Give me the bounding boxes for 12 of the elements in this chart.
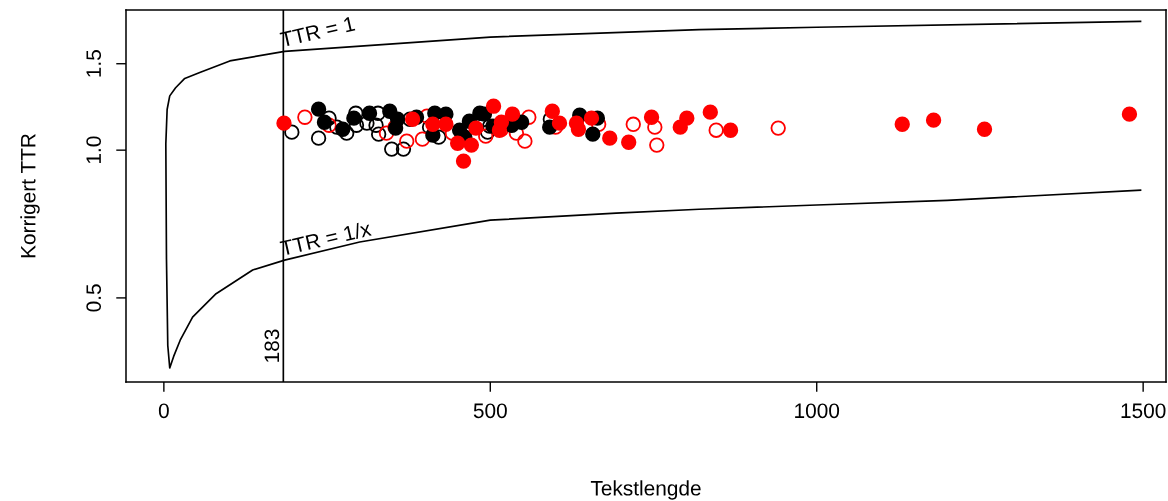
ref-line-label: 183 bbox=[264, 329, 280, 362]
x-tick-label: 1000 bbox=[795, 403, 840, 419]
x-tick-label: 1500 bbox=[1121, 403, 1166, 419]
y-tick-label: 0.5 bbox=[86, 284, 102, 312]
annotation: TTR = 1 bbox=[279, 16, 356, 47]
y-tick-label: 1.5 bbox=[86, 50, 102, 77]
y-axis-title: Korrigert TTR bbox=[20, 134, 40, 258]
x-tick-label: 0 bbox=[158, 403, 169, 419]
y-tick-label: 1.0 bbox=[86, 136, 102, 164]
x-axis-title: Tekstlengde bbox=[590, 480, 701, 500]
annotation: TTR = 1/x bbox=[279, 220, 372, 256]
x-tick-label: 500 bbox=[473, 403, 507, 419]
